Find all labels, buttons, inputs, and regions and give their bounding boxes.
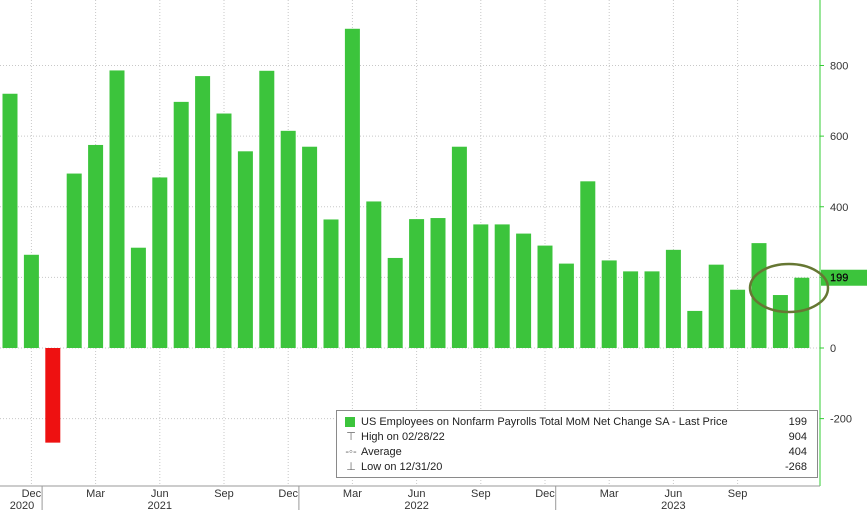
x-tick-label: Jun <box>665 488 683 500</box>
legend-series-label: US Employees on Nonfarm Payrolls Total M… <box>361 416 728 428</box>
bar <box>687 310 703 348</box>
bar <box>537 245 553 348</box>
bar <box>580 181 596 348</box>
x-tick-label: Sep <box>728 488 748 500</box>
tick-labels: -200 0 199 400 600 800 Dec Mar Jun Sep Dec Mar Jun Se… <box>10 61 852 510</box>
legend-series: US Employees on Nonfarm Payrolls Total M… <box>341 415 807 429</box>
bar <box>2 93 18 348</box>
bar <box>601 260 617 348</box>
legend-low-value: -268 <box>784 461 807 473</box>
bar <box>366 201 382 348</box>
bar <box>23 254 39 348</box>
bars <box>2 28 810 443</box>
x-tick-label: Dec <box>22 488 42 500</box>
bar <box>665 249 681 348</box>
y-tick-label: 600 <box>830 131 848 143</box>
legend-high: ⊤ High on 02/28/22 904 <box>341 430 807 444</box>
bar <box>623 271 639 348</box>
bar <box>130 247 146 348</box>
bar <box>109 70 125 348</box>
y-tick-label: 400 <box>830 202 848 214</box>
bar <box>409 219 425 348</box>
x-tick-label: Jun <box>408 488 426 500</box>
x-tick-label: Mar <box>86 488 105 500</box>
bar <box>751 243 767 348</box>
x-tick-label: Mar <box>343 488 362 500</box>
year-label: 2022 <box>404 500 428 510</box>
last-value-highlight-circle <box>748 262 830 314</box>
bar <box>195 76 211 348</box>
bar <box>644 271 660 348</box>
bar <box>708 264 724 348</box>
bar <box>558 263 574 348</box>
x-tick-label: Dec <box>278 488 298 500</box>
legend-low-label: Low on 12/31/20 <box>361 461 443 473</box>
legend-series-value: 199 <box>788 416 807 428</box>
legend-average-value: 404 <box>788 446 807 458</box>
average-marker-icon: -◦- <box>345 446 357 458</box>
low-marker-icon: ⊥ <box>346 461 356 473</box>
bar <box>344 28 360 349</box>
bar <box>237 151 253 348</box>
chart-legend: US Employees on Nonfarm Payrolls Total M… <box>336 410 818 478</box>
y-tick-label: 199 <box>830 272 848 284</box>
bar <box>45 348 61 443</box>
bar <box>216 113 232 349</box>
bar <box>387 257 403 348</box>
x-tick-label: Mar <box>600 488 619 500</box>
bar <box>494 224 510 348</box>
y-tick-label: 800 <box>830 61 848 73</box>
bar <box>88 144 104 348</box>
x-tick-label: Sep <box>214 488 234 500</box>
y-tick-label: -200 <box>830 414 852 426</box>
bar <box>66 173 82 348</box>
bar <box>280 130 296 348</box>
bar <box>173 101 189 348</box>
y-tick-label: 0 <box>830 343 836 355</box>
year-label: 2020 <box>10 500 34 510</box>
bar <box>516 233 532 348</box>
bar <box>323 219 339 348</box>
legend-high-label: High on 02/28/22 <box>361 431 445 443</box>
bar <box>302 146 318 348</box>
bar <box>430 218 446 348</box>
legend-low: ⊥ Low on 12/31/20 -268 <box>341 460 807 474</box>
year-label: 2023 <box>661 500 685 510</box>
last-price-marker <box>821 269 867 286</box>
legend-average-label: Average <box>361 446 402 458</box>
x-tick-label: Dec <box>535 488 555 500</box>
bar <box>152 177 168 348</box>
legend-high-value: 904 <box>788 431 807 443</box>
x-tick-label: Jun <box>151 488 169 500</box>
last-price-tag: 199 <box>830 272 849 284</box>
bar <box>730 289 746 348</box>
bar <box>772 295 788 348</box>
high-marker-icon: ⊤ <box>346 431 356 443</box>
bar <box>451 146 467 348</box>
legend-swatch <box>345 417 355 427</box>
bar <box>473 224 489 348</box>
x-tick-label: Sep <box>471 488 491 500</box>
legend-average: -◦- Average 404 <box>341 445 807 459</box>
year-label: 2021 <box>148 500 172 510</box>
bar <box>259 70 275 348</box>
bar <box>794 277 810 348</box>
